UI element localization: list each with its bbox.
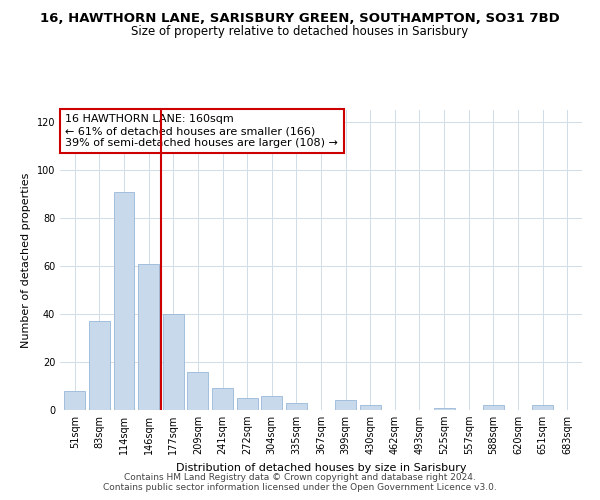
Bar [236,398,257,410]
Bar [212,388,233,410]
Bar [434,408,455,410]
Bar [335,400,356,410]
Bar [64,391,85,410]
Bar [89,321,110,410]
Bar [163,314,184,410]
Bar [286,403,307,410]
Bar [261,396,282,410]
Bar [113,192,134,410]
Bar [532,405,553,410]
Text: Contains HM Land Registry data © Crown copyright and database right 2024.
Contai: Contains HM Land Registry data © Crown c… [103,473,497,492]
Y-axis label: Number of detached properties: Number of detached properties [21,172,31,348]
Bar [138,264,159,410]
Bar [483,405,504,410]
Bar [360,405,381,410]
Text: Size of property relative to detached houses in Sarisbury: Size of property relative to detached ho… [131,25,469,38]
Text: 16, HAWTHORN LANE, SARISBURY GREEN, SOUTHAMPTON, SO31 7BD: 16, HAWTHORN LANE, SARISBURY GREEN, SOUT… [40,12,560,26]
X-axis label: Distribution of detached houses by size in Sarisbury: Distribution of detached houses by size … [176,462,466,472]
Bar [187,372,208,410]
Text: 16 HAWTHORN LANE: 160sqm
← 61% of detached houses are smaller (166)
39% of semi-: 16 HAWTHORN LANE: 160sqm ← 61% of detach… [65,114,338,148]
